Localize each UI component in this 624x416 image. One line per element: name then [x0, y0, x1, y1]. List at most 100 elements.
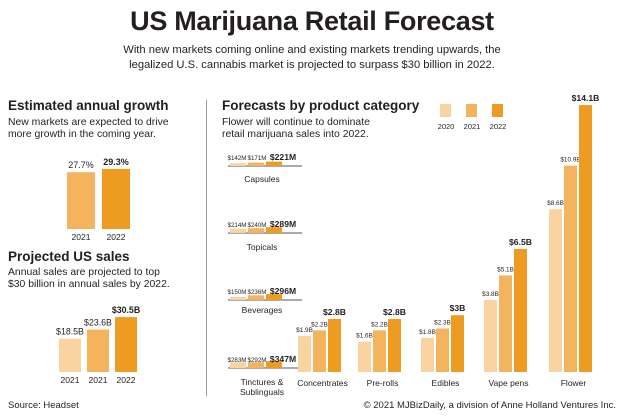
category-bar [266, 294, 282, 300]
category-data-label: $8.6B [547, 200, 564, 207]
sales-tick-label: 2021 [89, 375, 108, 385]
category-data-label: $2.2B [371, 321, 388, 328]
sales-section-title: Projected US sales [8, 249, 130, 264]
category-tick-label: Topicals [247, 242, 278, 252]
category-bar [230, 297, 246, 300]
sales-data-label: $23.6B [84, 318, 112, 328]
sales-bar [59, 338, 81, 372]
growth-section-title: Estimated annual growth [8, 98, 169, 113]
category-data-label: $240M [248, 222, 267, 229]
category-tick-label: Concentrates [297, 378, 348, 388]
category-data-label: $150M [228, 289, 247, 296]
category-bar [564, 165, 577, 372]
growth-tick-label: 2022 [107, 232, 126, 242]
category-tick-label: Capsules [244, 174, 279, 184]
growth-bar [102, 168, 130, 229]
category-bar [248, 228, 264, 233]
category-data-label: $2.2B [311, 321, 328, 328]
category-bar [549, 209, 562, 372]
category-data-label: $2.3B [434, 319, 451, 326]
category-data-label: $3.8B [482, 291, 499, 298]
category-bar [248, 295, 264, 300]
category-data-label: $1.8B [419, 329, 436, 336]
category-bar [266, 161, 282, 166]
category-bar [313, 330, 326, 372]
category-tick-label: Pre-rolls [367, 378, 399, 388]
category-bar [248, 362, 264, 368]
category-bar [373, 330, 386, 372]
category-data-label: $283M [228, 357, 247, 364]
category-tick-label: Vape pens [488, 378, 528, 388]
category-data-label: $1.6B [356, 333, 373, 340]
legend-label: 2022 [490, 122, 507, 131]
category-data-label: $142M [228, 155, 247, 162]
category-bar [266, 361, 282, 368]
category-bar [421, 337, 434, 372]
category-data-label: $14.1B [572, 93, 600, 103]
category-data-label: $3B [450, 303, 466, 313]
category-bar [248, 162, 264, 166]
category-tick-label: Beverages [242, 305, 283, 315]
growth-bar [67, 172, 95, 229]
category-bar [266, 227, 282, 233]
category-bar [451, 315, 464, 372]
subtitle-line-2: legalized U.S. cannabis market is projec… [129, 59, 495, 71]
category-bar [514, 248, 527, 372]
category-data-label: $221M [270, 152, 296, 162]
category-bar [358, 341, 371, 372]
category-tick-label: Flower [561, 378, 587, 388]
category-data-label: $2.8B [383, 307, 406, 317]
sales-data-label: $30.5B [112, 305, 140, 315]
category-section-title: Forecasts by product category [222, 98, 420, 113]
category-data-label: $347M [270, 354, 296, 364]
category-data-label: $214M [228, 222, 247, 229]
subtitle-line-1: With new markets coming online and exist… [123, 44, 501, 56]
growth-section-desc-1: New markets are expected to drive [8, 117, 169, 128]
growth-data-label: 29.3% [103, 157, 129, 167]
category-section-desc-2: retail marijuana sales into 2022. [222, 129, 369, 140]
legend-swatch [466, 104, 477, 117]
category-bar [230, 362, 246, 368]
sales-section-desc-2: $30 billion in annual sales by 2022. [8, 279, 170, 290]
category-bar [499, 275, 512, 372]
legend-swatch [492, 104, 503, 117]
growth-tick-label: 2021 [72, 232, 91, 242]
category-data-label: $296M [270, 286, 296, 296]
category-data-label: $5.1B [497, 266, 514, 273]
section-divider [206, 100, 207, 396]
category-bar [328, 318, 341, 372]
category-bar [484, 300, 497, 372]
footer-copyright: © 2021 MJBizDaily, a division of Anne Ho… [363, 400, 616, 411]
category-data-label: $1.9B [296, 327, 313, 334]
category-tick-label: Sublinguals [240, 387, 284, 397]
category-bar [298, 336, 311, 372]
category-bar [388, 318, 401, 372]
category-bar [230, 228, 246, 233]
sales-section-desc-1: Annual sales are projected to top [8, 267, 160, 278]
sales-tick-label: 2021 [61, 375, 80, 385]
category-data-label: $10.9B [560, 157, 580, 164]
legend-label: 2021 [464, 122, 481, 131]
growth-data-label: 27.7% [68, 160, 94, 170]
category-data-label: $292M [248, 357, 267, 364]
legend-label: 2020 [438, 122, 455, 131]
category-data-label: $2.8B [323, 307, 346, 317]
sales-bar [87, 329, 109, 372]
sales-data-label: $18.5B [56, 327, 84, 337]
category-section-desc-1: Flower will continue to dominate [222, 117, 370, 128]
page-title: US Marijuana Retail Forecast [130, 6, 494, 36]
category-data-label: $171M [248, 155, 267, 162]
footer-source: Source: Headset [8, 400, 79, 411]
growth-section-desc-2: more growth in the coming year. [8, 129, 156, 140]
sales-tick-label: 2022 [117, 375, 136, 385]
sales-bar [115, 317, 137, 372]
category-data-label: $6.5B [509, 237, 532, 247]
legend-swatch [440, 104, 451, 117]
category-bar [436, 328, 449, 372]
category-data-label: $236M [248, 289, 267, 296]
category-bar [230, 163, 246, 166]
category-tick-label: Tinctures & [241, 377, 284, 387]
category-tick-label: Edibles [432, 378, 460, 388]
category-bar [579, 105, 592, 372]
